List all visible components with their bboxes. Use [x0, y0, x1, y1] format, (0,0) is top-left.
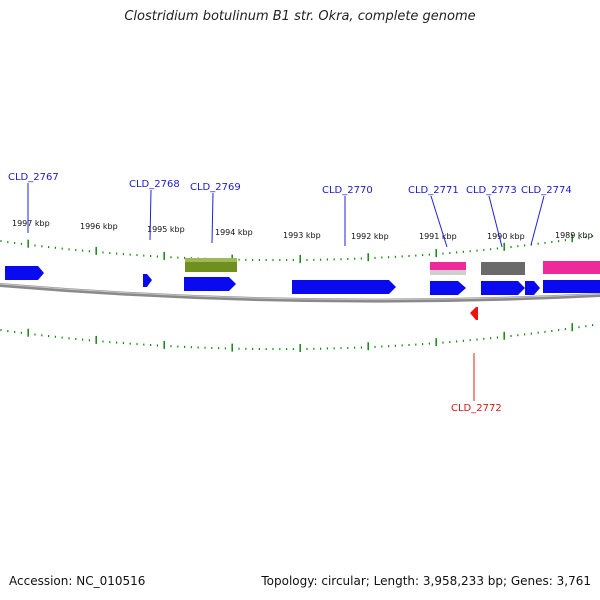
gene-arrow-cld-2774[interactable] — [543, 280, 600, 293]
kbp-label: 1996 kbp — [80, 222, 118, 231]
gene-arrow-cld-2772[interactable] — [470, 307, 478, 320]
kbp-labels: 1997 kbp 1996 kbp 1995 kbp 1994 kbp 1993… — [12, 219, 593, 241]
genome-backbone-highlight — [0, 283, 600, 301]
gene-label-cld-2767[interactable]: CLD_2767 — [8, 172, 59, 183]
kbp-label: 1990 kbp — [487, 232, 525, 241]
gene-arrow-cld-2770[interactable] — [292, 280, 396, 294]
gene-arrow-cld-2773[interactable] — [481, 281, 525, 295]
gray-feature[interactable] — [481, 262, 525, 275]
leader-line — [149, 189, 152, 241]
accession-text: Accession: NC_010516 — [9, 574, 146, 588]
gene-label-cld-2769[interactable]: CLD_2769 — [190, 182, 241, 193]
kbp-label: 1994 kbp — [215, 228, 253, 237]
leader-line — [211, 192, 214, 244]
feature-track — [185, 258, 600, 275]
gene-arrow-cld-2767[interactable] — [5, 266, 44, 280]
gene-label-cld-2770[interactable]: CLD_2770 — [322, 185, 373, 196]
olive-feature-highlight — [185, 258, 237, 262]
genome-backbone — [0, 283, 600, 303]
kbp-label: 1992 kbp — [351, 232, 389, 241]
gene-labels: CLD_2767 CLD_2768 CLD_2769 CLD_2770 CLD_… — [8, 172, 572, 196]
gene-leader-lines — [27, 183, 545, 248]
gene-label-cld-2768[interactable]: CLD_2768 — [129, 179, 180, 190]
map-title: Clostridium botulinum B1 str. Okra, comp… — [124, 9, 476, 24]
pink-feature[interactable] — [543, 261, 600, 274]
kbp-label: 1991 kbp — [419, 232, 457, 241]
inner-scale-ticks — [0, 323, 594, 352]
kbp-label: 1989 kbp — [555, 231, 593, 240]
pink-feature-shadow — [430, 270, 466, 275]
forward-gene-track — [5, 266, 600, 295]
leader-line — [430, 195, 448, 248]
leader-line — [488, 195, 503, 248]
gene-arrow-cld-2769[interactable] — [184, 277, 236, 291]
kbp-label: 1997 kbp — [12, 219, 50, 228]
leader-line — [530, 195, 545, 246]
gene-arrow-cld-2771[interactable] — [430, 281, 466, 295]
kbp-label: 1993 kbp — [283, 231, 321, 240]
gene-arrow-cld-2768[interactable] — [143, 274, 152, 287]
gene-arrow[interactable] — [525, 281, 540, 295]
gene-label-cld-2771[interactable]: CLD_2771 — [408, 185, 459, 196]
kbp-label: 1995 kbp — [147, 225, 185, 234]
gene-label-cld-2773[interactable]: CLD_2773 — [466, 185, 517, 196]
gene-label-cld-2774[interactable]: CLD_2774 — [521, 185, 572, 196]
gene-label-cld-2772[interactable]: CLD_2772 — [451, 403, 502, 414]
genome-summary-text: Topology: circular; Length: 3,958,233 bp… — [261, 574, 591, 588]
pink-feature[interactable] — [430, 262, 466, 272]
outer-scale-ticks — [0, 234, 594, 263]
